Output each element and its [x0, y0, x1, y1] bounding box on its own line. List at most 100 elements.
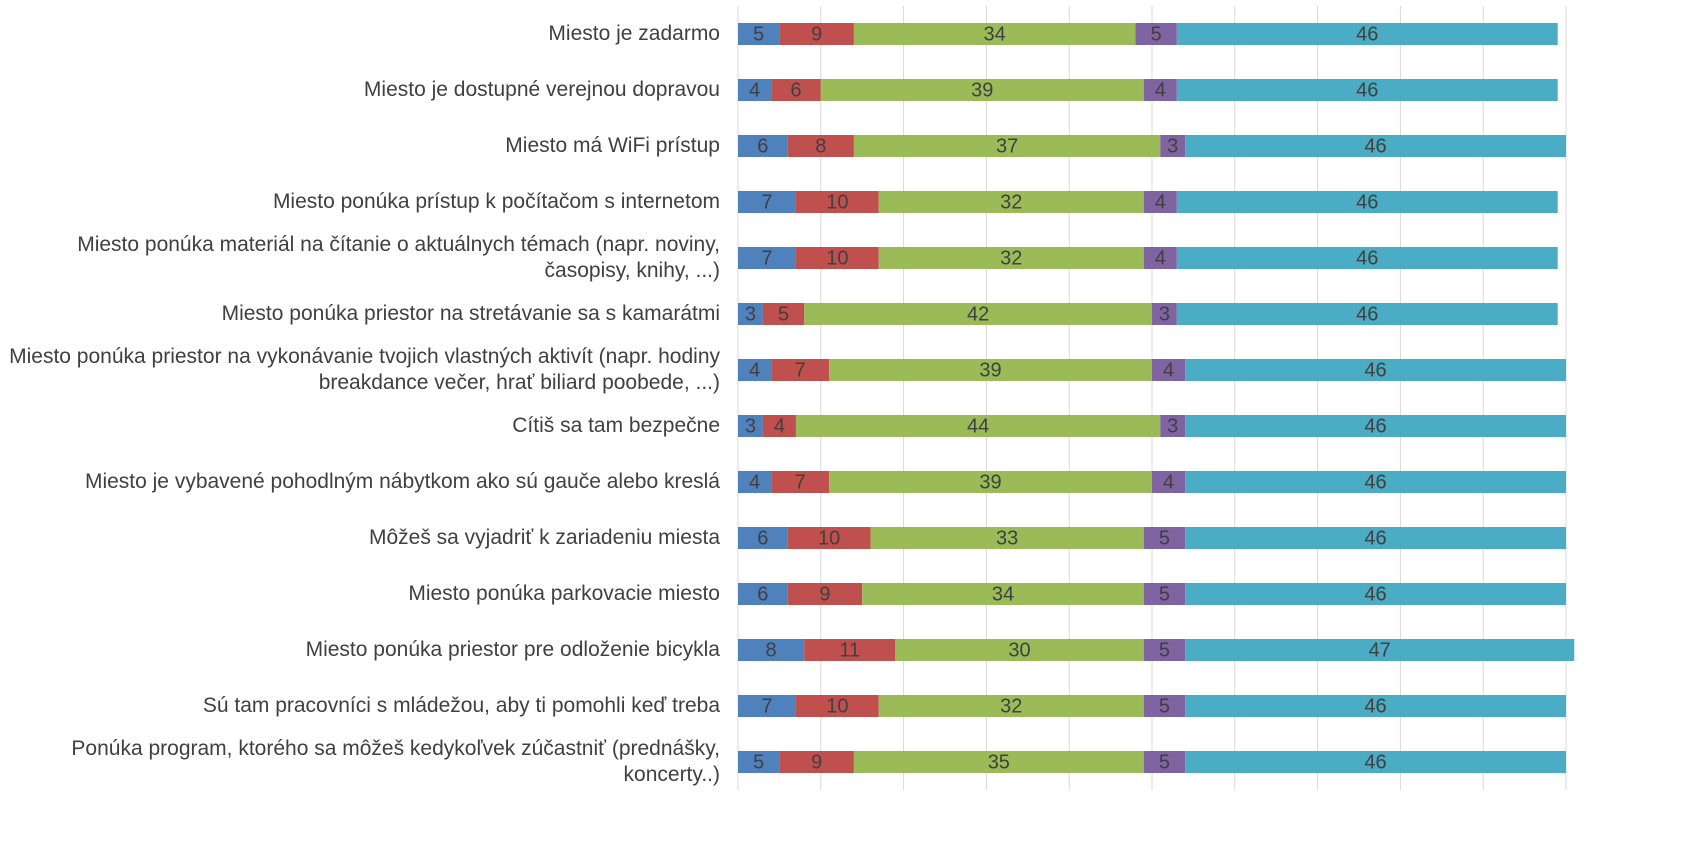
bar-segment [771, 79, 821, 101]
category-label: Miesto je dostupné verejnou dopravou [363, 78, 720, 101]
bar-segment [862, 583, 1144, 605]
value-label: 10 [826, 191, 848, 213]
value-label: 46 [1364, 695, 1386, 717]
value-label: 6 [757, 135, 768, 157]
value-label: 10 [818, 527, 840, 549]
value-label: 32 [1000, 191, 1022, 213]
bar-segment [1152, 303, 1177, 325]
value-label: 6 [790, 79, 801, 101]
bar-segment [787, 135, 854, 157]
bar-segment [738, 639, 805, 661]
value-label: 5 [1159, 695, 1170, 717]
bar-segment [738, 751, 780, 773]
value-label: 46 [1364, 527, 1386, 549]
value-label: 4 [749, 359, 760, 381]
bar-segment [1185, 695, 1566, 717]
bar-segment [738, 135, 788, 157]
category-label: Sú tam pracovníci s mládežou, aby ti pom… [202, 694, 720, 717]
value-label: 11 [839, 639, 860, 661]
bar-segment [1160, 135, 1186, 157]
bar-segment [779, 23, 854, 45]
bar-segment [1152, 471, 1186, 493]
bar-segment [795, 415, 1161, 437]
category-label: Miesto ponúka priestor na stretávanie sa… [221, 302, 720, 325]
value-label: 46 [1364, 359, 1386, 381]
bar-segment [1185, 583, 1566, 605]
value-label: 10 [826, 247, 848, 269]
bar-segment [1143, 191, 1177, 213]
value-label: 3 [745, 415, 756, 437]
value-label: 7 [761, 695, 772, 717]
category-label: Cítiš sa tam bezpečne [512, 414, 720, 437]
value-label: 46 [1356, 79, 1378, 101]
value-label: 5 [1159, 639, 1170, 661]
bar-segment [1185, 751, 1566, 773]
bar-segment [738, 471, 772, 493]
value-label: 9 [819, 583, 830, 605]
value-label: 46 [1364, 751, 1386, 773]
bar-segment [820, 79, 1144, 101]
bar-segment [738, 23, 780, 45]
bar-segment [1143, 639, 1186, 661]
bar-segment [1185, 639, 1575, 661]
value-label: 34 [992, 583, 1014, 605]
value-label: 37 [996, 135, 1018, 157]
bar-segment [1185, 415, 1566, 437]
bar-segment [795, 191, 879, 213]
value-label: 35 [988, 751, 1010, 773]
value-label: 39 [971, 79, 993, 101]
bar-segment [878, 247, 1144, 269]
bar-segment [1185, 527, 1566, 549]
value-label: 33 [996, 527, 1018, 549]
bar-segment [853, 135, 1161, 157]
value-label: 9 [811, 23, 822, 45]
value-label: 32 [1000, 247, 1022, 269]
value-label: 6 [757, 527, 768, 549]
bar-segment [1176, 247, 1558, 269]
category-label: Miesto je vybavené pohodlným nábytkom ak… [84, 470, 720, 493]
bar-segment [1176, 303, 1558, 325]
value-label: 46 [1364, 135, 1386, 157]
category-label: Miesto má WiFi prístup [505, 134, 720, 157]
value-label: 4 [1155, 247, 1166, 269]
value-label: 4 [1155, 79, 1166, 101]
value-label: 3 [745, 303, 756, 325]
bar-segment [878, 695, 1144, 717]
bar-segment [895, 639, 1144, 661]
bar-segment [1143, 247, 1177, 269]
bar-segment [738, 303, 763, 325]
bar-segment [795, 247, 879, 269]
bar-segment [738, 247, 796, 269]
value-label: 7 [795, 471, 806, 493]
value-label: 42 [967, 303, 989, 325]
bar-segment [1176, 191, 1558, 213]
bar-segment [1160, 415, 1186, 437]
value-label: 5 [778, 303, 789, 325]
bar-segment [738, 583, 788, 605]
value-label: 3 [1167, 135, 1178, 157]
value-label: 30 [1008, 639, 1030, 661]
value-label: 46 [1356, 191, 1378, 213]
value-label: 5 [1159, 583, 1170, 605]
value-label: 7 [761, 191, 772, 213]
value-label: 39 [979, 359, 1001, 381]
value-label: 46 [1356, 303, 1378, 325]
bar-segment [779, 751, 854, 773]
bar-segment [1143, 583, 1186, 605]
category-label: Miesto ponúka materiál na čítanie o aktu… [77, 233, 720, 282]
bar-segment [762, 303, 805, 325]
bar-segment [1185, 135, 1566, 157]
value-label: 5 [1151, 23, 1162, 45]
bar-segment [1185, 359, 1566, 381]
value-label: 5 [753, 751, 764, 773]
bar-segment [738, 191, 796, 213]
value-label: 46 [1356, 247, 1378, 269]
value-label: 5 [1159, 751, 1170, 773]
value-label: 4 [1163, 471, 1174, 493]
value-label: 44 [967, 415, 989, 437]
value-label: 7 [761, 247, 772, 269]
bar-segment [1143, 527, 1186, 549]
bar-segment [787, 527, 871, 549]
value-label: 47 [1369, 639, 1391, 661]
